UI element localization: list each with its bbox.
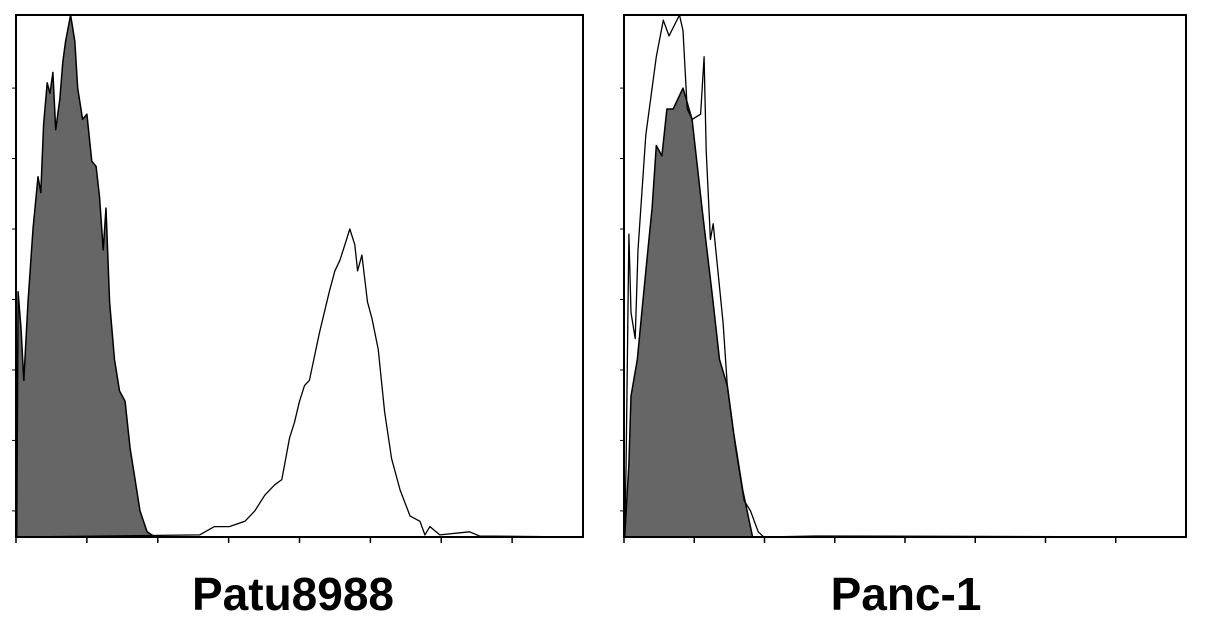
panel-title-patu8988: Patu8988 [192, 568, 394, 620]
panel-title-panc-1: Panc-1 [831, 568, 982, 620]
stained-histogram-outline [624, 14, 1187, 538]
stained-histogram-outline [15, 228, 584, 538]
histogram-panel-patu8988 [12, 14, 584, 543]
control-histogram-filled [15, 14, 156, 538]
histogram-panel-panc-1 [620, 14, 1187, 543]
